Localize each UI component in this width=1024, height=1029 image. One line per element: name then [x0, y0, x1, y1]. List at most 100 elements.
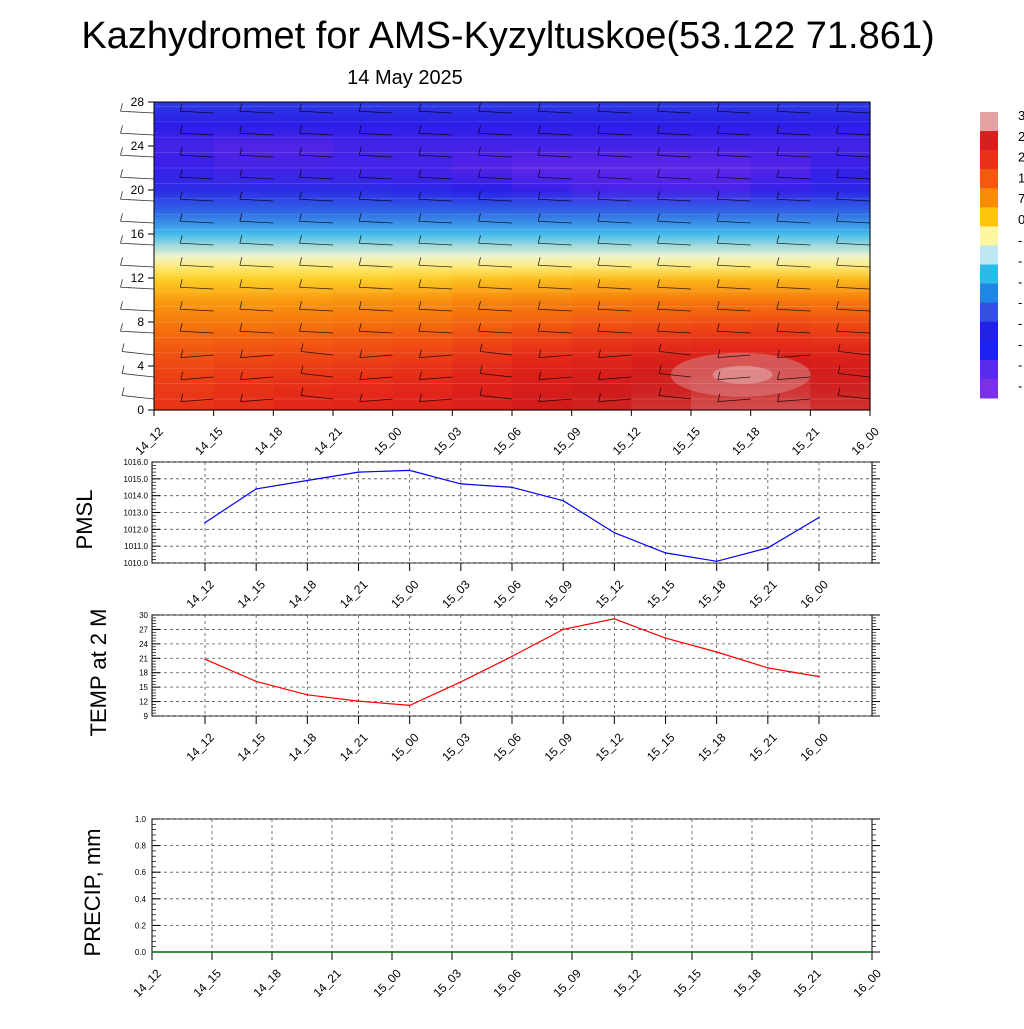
wind-barb-shaft — [418, 220, 453, 224]
wind-barb-shaft — [776, 330, 811, 334]
wind-barb-shaft — [538, 110, 572, 114]
heatmap-cell — [392, 267, 453, 279]
data-point — [511, 655, 513, 658]
wind-barb-flag — [657, 213, 660, 222]
wind-barb-shaft — [776, 110, 811, 114]
wind-barb-flag — [597, 279, 601, 288]
wind-barb-flag — [300, 387, 304, 396]
heatmap-cell — [810, 168, 871, 191]
wind-barb-flag — [418, 125, 422, 134]
heatmap-maximum-core — [712, 365, 773, 384]
wind-barb-shaft — [538, 220, 572, 224]
colorbar-swatch — [980, 131, 998, 151]
heatmap-cell — [273, 278, 334, 301]
wind-barb-flag — [120, 323, 123, 332]
wind-barb-flag — [478, 301, 481, 310]
wind-barb-shaft — [120, 308, 155, 312]
wind-barb-shaft — [657, 220, 692, 224]
wind-barb-flag — [358, 257, 362, 266]
data-point — [715, 560, 718, 563]
y-tick-label: 1013.0 — [124, 509, 149, 518]
wind-barb-shaft — [538, 242, 572, 246]
heatmap-cell — [631, 190, 692, 213]
heatmap-cell — [631, 300, 692, 323]
wind-barb-flag — [479, 343, 483, 352]
wind-barb-flag — [836, 147, 839, 156]
wind-barb-flag — [120, 125, 123, 134]
heatmap-cell — [571, 212, 632, 235]
heatmap-cell — [333, 388, 394, 411]
heatmap-cell — [273, 344, 334, 367]
heatmap-cell — [750, 146, 811, 169]
y-tick-label: 12 — [139, 698, 148, 707]
wind-barb-shaft — [836, 176, 871, 180]
heatmap-cell — [512, 124, 573, 147]
x-tick-label: 14_21 — [311, 424, 345, 458]
wind-barb-shaft — [838, 373, 871, 378]
wind-barb-shaft — [657, 132, 692, 136]
heatmap-cell — [810, 278, 871, 301]
wind-barb-shaft — [299, 176, 334, 180]
wind-barb-shaft — [478, 264, 513, 268]
heatmap-cell — [333, 278, 394, 301]
wind-barb-flag — [597, 257, 601, 266]
wind-barb-shaft — [239, 132, 274, 136]
wind-barb-shaft — [598, 398, 632, 403]
wind-barb-flag — [418, 301, 422, 310]
wind-barb-flag — [419, 349, 422, 358]
wind-barb-shaft — [597, 220, 632, 224]
x-tick-label: 14_18 — [252, 424, 286, 458]
wind-barb-flag — [418, 213, 422, 222]
colorbar-swatch — [980, 302, 998, 323]
wind-barb-flag — [239, 213, 243, 222]
heatmap-cell — [273, 256, 334, 268]
wind-barb-flag — [179, 213, 183, 222]
x-tick-label: 15_18 — [729, 424, 763, 458]
wind-barb-shaft — [777, 376, 811, 381]
wind-barb-shaft — [180, 264, 214, 268]
x-tick-label: 15_15 — [669, 424, 703, 458]
wind-barb-shaft — [299, 110, 334, 114]
wind-barb-shaft — [180, 110, 214, 114]
wind-barb-flag — [538, 393, 542, 402]
wind-barb-flag — [598, 393, 601, 402]
heatmap-cell — [392, 300, 453, 323]
wind-barb-flag — [299, 103, 302, 112]
heatmap-cell — [571, 322, 632, 345]
cross-section-panel: 0 4 8 12 16 20 24 28 14_12 14_15 14_18 14_21 15_00 15… — [120, 95, 882, 458]
wind-barb-flag — [180, 393, 184, 402]
wind-barb-flag — [776, 147, 780, 156]
wind-barb-shaft — [597, 110, 632, 114]
wind-barb-flag — [239, 257, 243, 266]
heatmap-cell — [512, 234, 573, 257]
wind-barb-flag — [418, 257, 422, 266]
heatmap-cell — [750, 190, 811, 213]
wind-barb-shaft — [717, 110, 751, 114]
wind-barb-flag — [121, 343, 125, 352]
heatmap-cell — [631, 278, 692, 301]
x-tick-label: 15_12 — [610, 424, 644, 458]
wind-barb-flag — [777, 349, 780, 358]
wind-barb-flag — [478, 147, 481, 156]
heatmap-cell — [631, 212, 692, 235]
wind-barb-flag — [538, 349, 542, 358]
wind-barb-shaft — [359, 398, 393, 403]
wind-barb-flag — [239, 279, 243, 288]
x-tick-label: 15_12 — [610, 966, 644, 1000]
heatmap-cell — [213, 278, 274, 301]
heatmap-cell — [452, 212, 513, 235]
wind-barb-flag — [478, 213, 481, 222]
heatmap-cell — [691, 267, 752, 279]
heatmap-cell — [213, 300, 274, 323]
data-point — [357, 471, 360, 473]
wind-barb-shaft — [301, 351, 334, 356]
data-point — [255, 680, 257, 683]
wind-barb-flag — [478, 103, 481, 112]
wind-barb-shaft — [659, 395, 692, 400]
wind-barb-shaft — [359, 264, 393, 268]
x-tick-label: 14_12 — [183, 577, 217, 611]
heatmap-cell — [213, 366, 274, 389]
wind-barb-shaft — [122, 373, 155, 378]
heatmap-cell — [392, 388, 453, 411]
wind-barb-shaft — [418, 176, 453, 180]
